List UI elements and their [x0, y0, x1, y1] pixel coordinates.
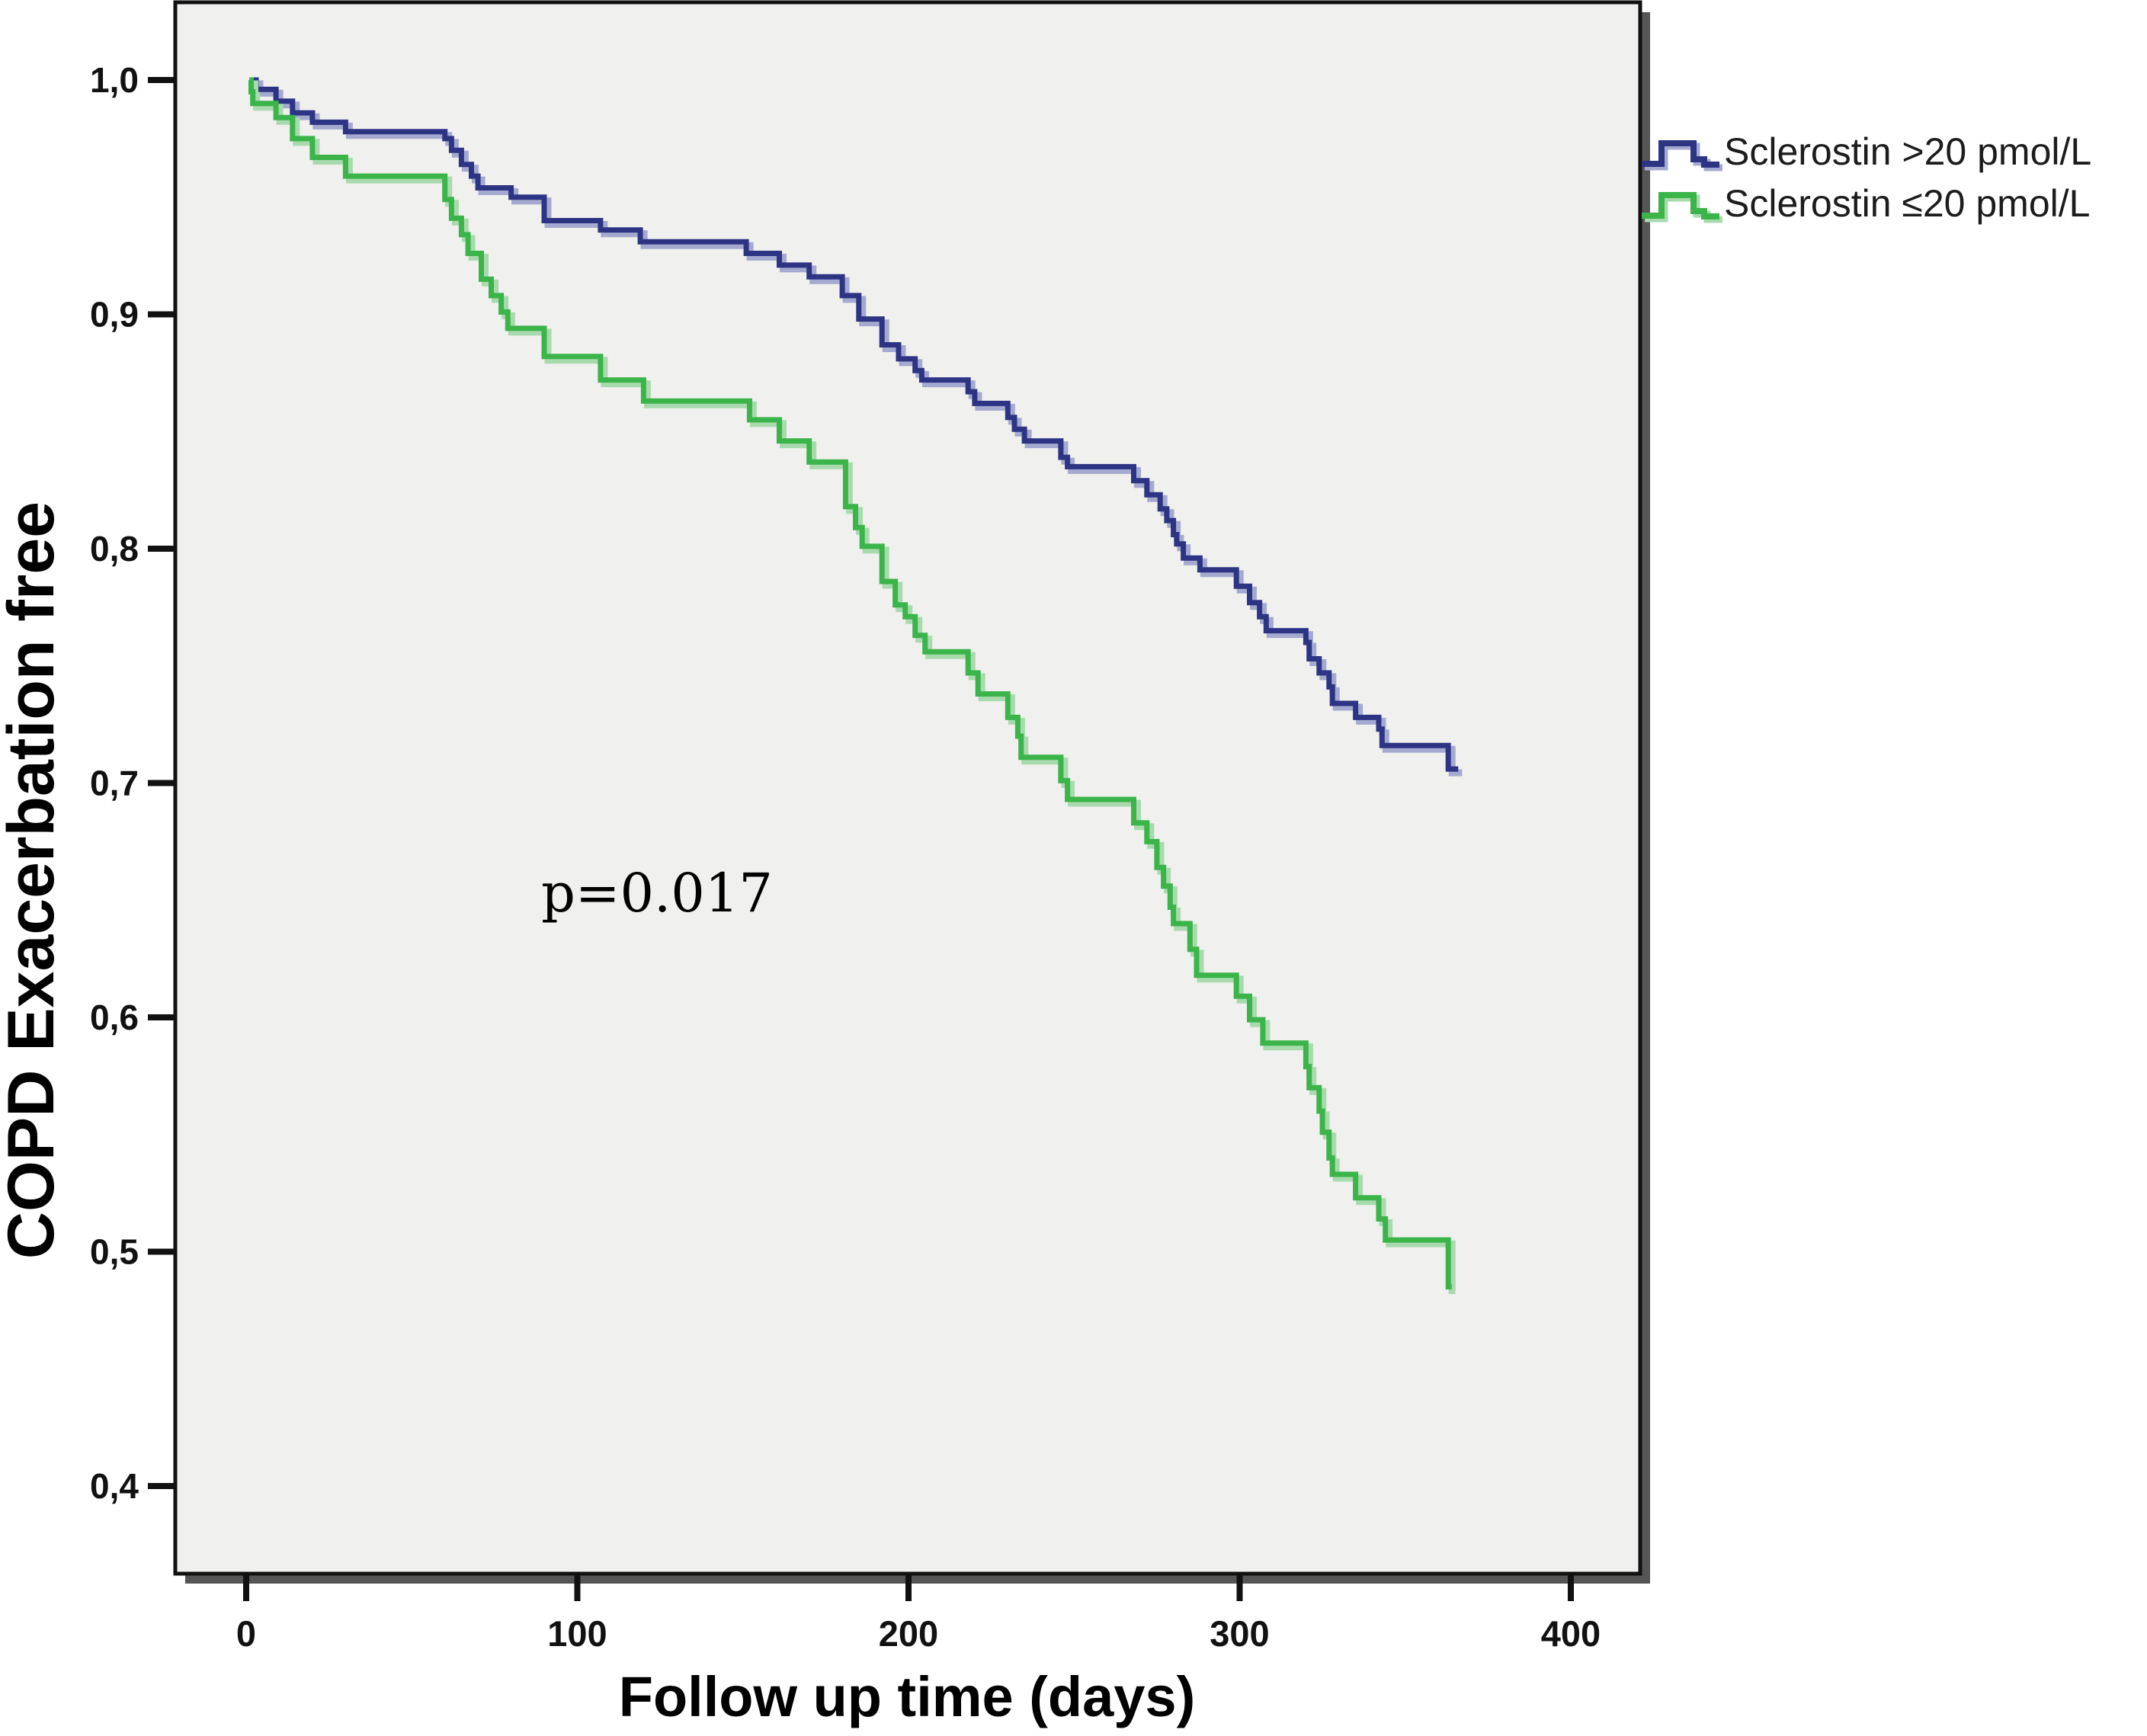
legend-item-sclerostin-gt20: Sclerostin >20 pmol/L: [1642, 130, 2091, 173]
x-tick-label: 400: [1541, 1613, 1601, 1654]
y-tick-label: 1,0: [90, 60, 139, 100]
x-axis-title: Follow up time (days): [619, 1665, 1195, 1728]
legend-label-sclerostin-gt20: Sclerostin >20 pmol/L: [1724, 130, 2091, 173]
survival-curves: [248, 77, 1463, 1295]
x-tick-label: 200: [879, 1613, 938, 1654]
legend-label-sclerostin-le20: Sclerostin ≤20 pmol/L: [1724, 182, 2090, 225]
legend-item-sclerostin-le20: Sclerostin ≤20 pmol/L: [1642, 182, 2090, 225]
legend-step-line-icon-green: [1642, 192, 1719, 219]
y-tick-label: 0,7: [90, 764, 139, 803]
legend: Sclerostin >20 pmol/L Sclerostin ≤20 pmo…: [1642, 130, 2091, 225]
x-tick-label: 0: [236, 1613, 256, 1654]
y-tick-label: 0,4: [90, 1466, 139, 1506]
y-tick-label: 0,8: [90, 529, 139, 569]
y-tick-label: 0,6: [90, 998, 139, 1037]
km-curve-sclerostin-gt20: [249, 77, 1459, 772]
x-tick-label: 300: [1210, 1613, 1269, 1654]
y-tick-label: 0,5: [90, 1232, 139, 1272]
x-tick-label: 100: [547, 1613, 607, 1654]
legend-step-line-icon-blue: [1642, 140, 1719, 168]
y-axis-title: COPD Exacerbation free: [0, 501, 68, 1259]
y-tick-label: 0,9: [90, 295, 139, 335]
p-value-annotation: p=0.017: [541, 862, 773, 924]
km-curve-sclerostin-le20: [248, 77, 1452, 1290]
axis-ticks: 1,0 0,9 0,8 0,7 0,6 0,5 0,4 0 100 200 300 400: [90, 60, 1601, 1654]
plot-area-background: [173, 0, 1642, 1576]
